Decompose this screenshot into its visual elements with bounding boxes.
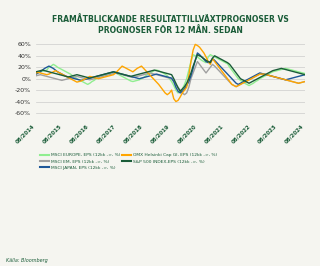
Legend: MSCI EUROPE, EPS (12kk ->, %), MSCI EM, EPS (12kk ->, %), MSCI JAPAN, EPS (12kk : MSCI EUROPE, EPS (12kk ->, %), MSCI EM, …	[38, 151, 219, 172]
Text: Källa: Bloomberg: Källa: Bloomberg	[6, 258, 48, 263]
Title: FRAMÅTBLICKANDE RESULTATTILLVÄXTPROGNOSER VS
PROGNOSER FÖR 12 MÅN. SEDAN: FRAMÅTBLICKANDE RESULTATTILLVÄXTPROGNOSE…	[52, 15, 289, 35]
